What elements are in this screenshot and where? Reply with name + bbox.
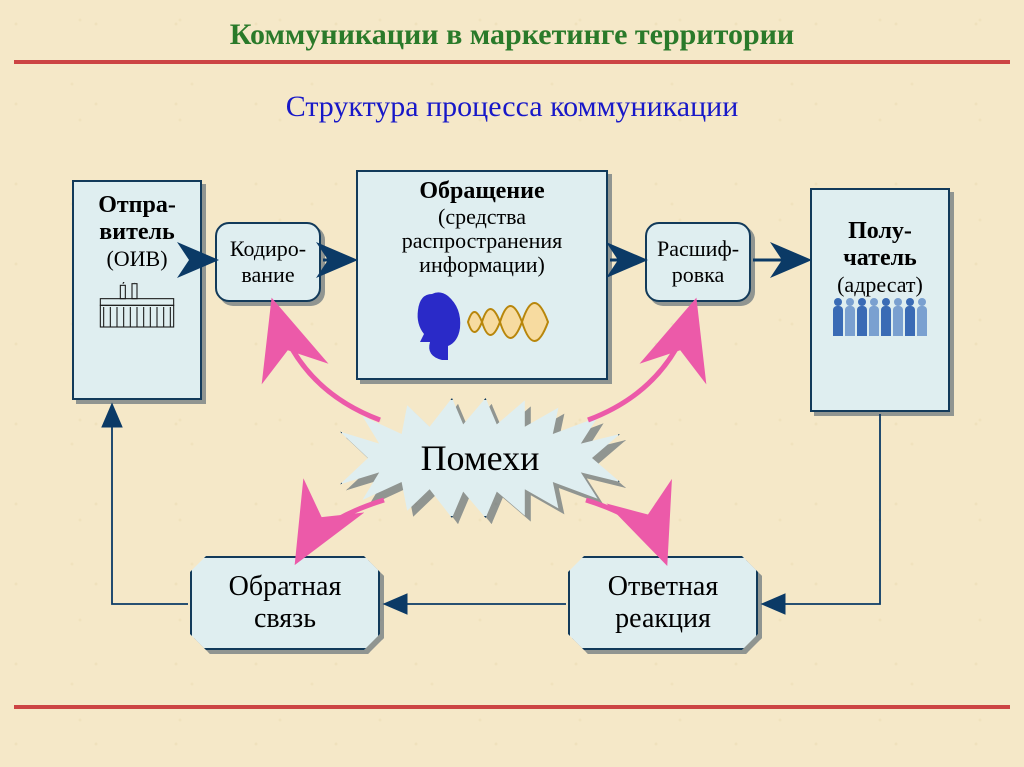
rule-top [14,60,1010,64]
edge-receiver-response [764,414,880,604]
node-noise-label: Помехи [421,437,540,479]
node-message: Обращение (средства распространения инфо… [356,170,608,380]
factory-icon [87,282,187,332]
node-response-line1: Ответная [608,571,718,603]
speaking-head-icon [402,282,562,372]
node-decode-label: Расшиф-ровка [653,236,743,288]
node-feedback-line1: Обратная [229,571,342,603]
node-encode: Кодиро-вание [215,222,321,302]
node-encode-label: Кодиро-вание [223,236,313,288]
node-noise: Помехи [340,398,620,518]
node-receiver: Полу-чатель (адресат) [810,188,950,412]
people-icon [833,306,927,336]
rule-bottom [14,705,1010,709]
node-sender-title: Отпра-витель [80,192,194,246]
node-response-line2: реакция [615,603,711,635]
node-response: Ответная реакция [568,556,758,650]
node-message-sub: (средства распространения информации) [364,205,600,278]
node-sender: Отпра-витель (ОИВ) [72,180,202,400]
node-receiver-sub: (адресат) [837,272,923,298]
node-sender-sub: (ОИВ) [106,246,167,272]
node-feedback-line2: связь [254,603,316,635]
page-subtitle: Структура процесса коммуникации [0,90,1024,124]
edge-feedback-sender [112,406,188,604]
node-decode: Расшиф-ровка [645,222,751,302]
node-feedback: Обратная связь [190,556,380,650]
node-receiver-title: Полу-чатель [818,218,942,272]
page-title: Коммуникации в маркетинге территории [0,0,1024,52]
node-message-title: Обращение [419,178,544,205]
